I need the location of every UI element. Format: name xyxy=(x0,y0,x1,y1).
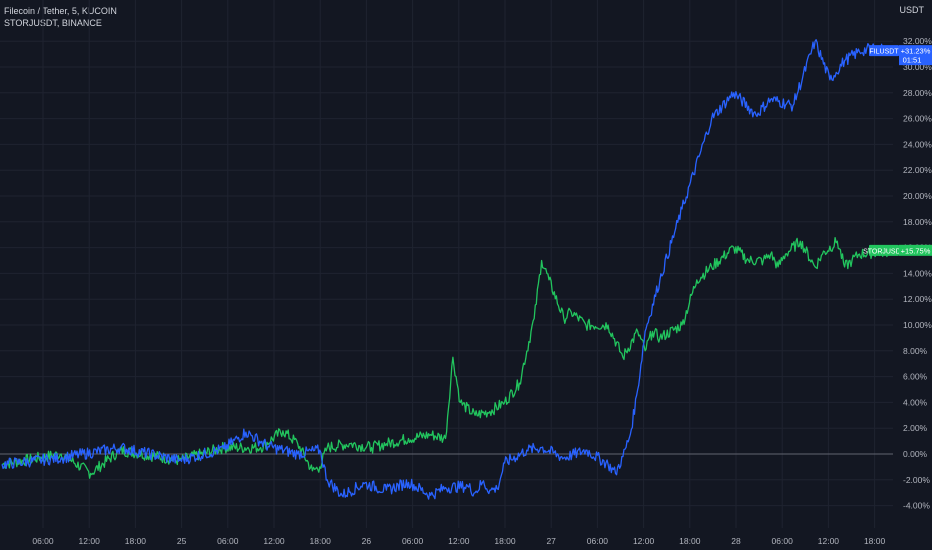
y-axis[interactable]: 32.00% 30.00% 28.00% 26.00% 24.00% 22.00% 20.0… xyxy=(903,36,932,510)
symbol-tag-label: STORJUSDT xyxy=(863,248,906,255)
x-tick-label: 27 xyxy=(546,536,556,546)
y-tick-label: 2.00% xyxy=(903,423,928,433)
y-tick-label: 10.00% xyxy=(903,320,932,330)
y-tick-label: 22.00% xyxy=(903,165,932,175)
x-tick-label: 18:00 xyxy=(494,536,516,546)
price-tags: FILUSDT +31.23%01:51 STORJUSDT+15.75% xyxy=(863,45,932,256)
symbol-tag xyxy=(869,244,899,256)
y-tick-label: 28.00% xyxy=(903,88,932,98)
y-tick-label: 4.00% xyxy=(903,397,928,407)
symbol-tag xyxy=(869,45,899,57)
y-tick-label: 32.00% xyxy=(903,36,932,46)
x-tick-label: 06:00 xyxy=(402,536,424,546)
x-tick-label: 12:00 xyxy=(79,536,101,546)
y-tick-label: 24.00% xyxy=(903,139,932,149)
x-tick-label: 18:00 xyxy=(310,536,332,546)
x-tick-label: 12:00 xyxy=(633,536,655,546)
chart-legend: Filecoin / Tether, 5, KUCOIN STORJUSDT, … xyxy=(4,5,117,29)
x-tick-label: 18:00 xyxy=(864,536,886,546)
y-tick-label: 12.00% xyxy=(903,294,932,304)
y-tick-label: -2.00% xyxy=(903,475,930,485)
y-tick-label: 26.00% xyxy=(903,114,932,124)
x-tick-label: 26 xyxy=(362,536,372,546)
y-tick-label: 0.00% xyxy=(903,449,928,459)
value-tag xyxy=(899,45,932,66)
value-tag-label: +15.75% xyxy=(901,246,931,255)
countdown-label: 01:51 xyxy=(903,56,922,65)
value-tag-label: +31.23% xyxy=(901,47,931,56)
x-tick-label: 25 xyxy=(177,536,187,546)
x-tick-label: 06:00 xyxy=(772,536,794,546)
x-tick-label: 06:00 xyxy=(587,536,609,546)
x-tick-label: 18:00 xyxy=(679,536,701,546)
x-tick-label: 12:00 xyxy=(448,536,470,546)
x-axis[interactable]: 06:00 12:00 18:00 25 06:00 12:00 18:00 26 06:00 1… xyxy=(32,536,885,546)
series-line-filusdt[interactable] xyxy=(1,39,890,500)
main-symbol-label[interactable]: Filecoin / Tether, 5, KUCOIN xyxy=(4,6,117,16)
x-tick-label: 12:00 xyxy=(818,536,840,546)
currency-label: USDT xyxy=(899,5,925,15)
y-tick-label: 20.00% xyxy=(903,191,932,201)
series-group xyxy=(1,39,890,500)
x-tick-label: 06:00 xyxy=(217,536,239,546)
y-tick-label: 18.00% xyxy=(903,217,932,227)
x-tick-label: 06:00 xyxy=(32,536,54,546)
x-tick-label: 18:00 xyxy=(125,536,147,546)
symbol-tag-label: FILUSDT xyxy=(869,49,899,56)
y-tick-label: -4.00% xyxy=(903,501,930,511)
x-tick-label: 28 xyxy=(731,536,741,546)
compare-symbol-label[interactable]: STORJUSDT, BINANCE xyxy=(4,18,102,28)
y-tick-label: 30.00% xyxy=(903,62,932,72)
y-tick-label: 6.00% xyxy=(903,372,928,382)
y-tick-label: 8.00% xyxy=(903,346,928,356)
value-tag xyxy=(899,244,932,256)
y-tick-label: 14.00% xyxy=(903,268,932,278)
x-tick-label: 12:00 xyxy=(263,536,285,546)
